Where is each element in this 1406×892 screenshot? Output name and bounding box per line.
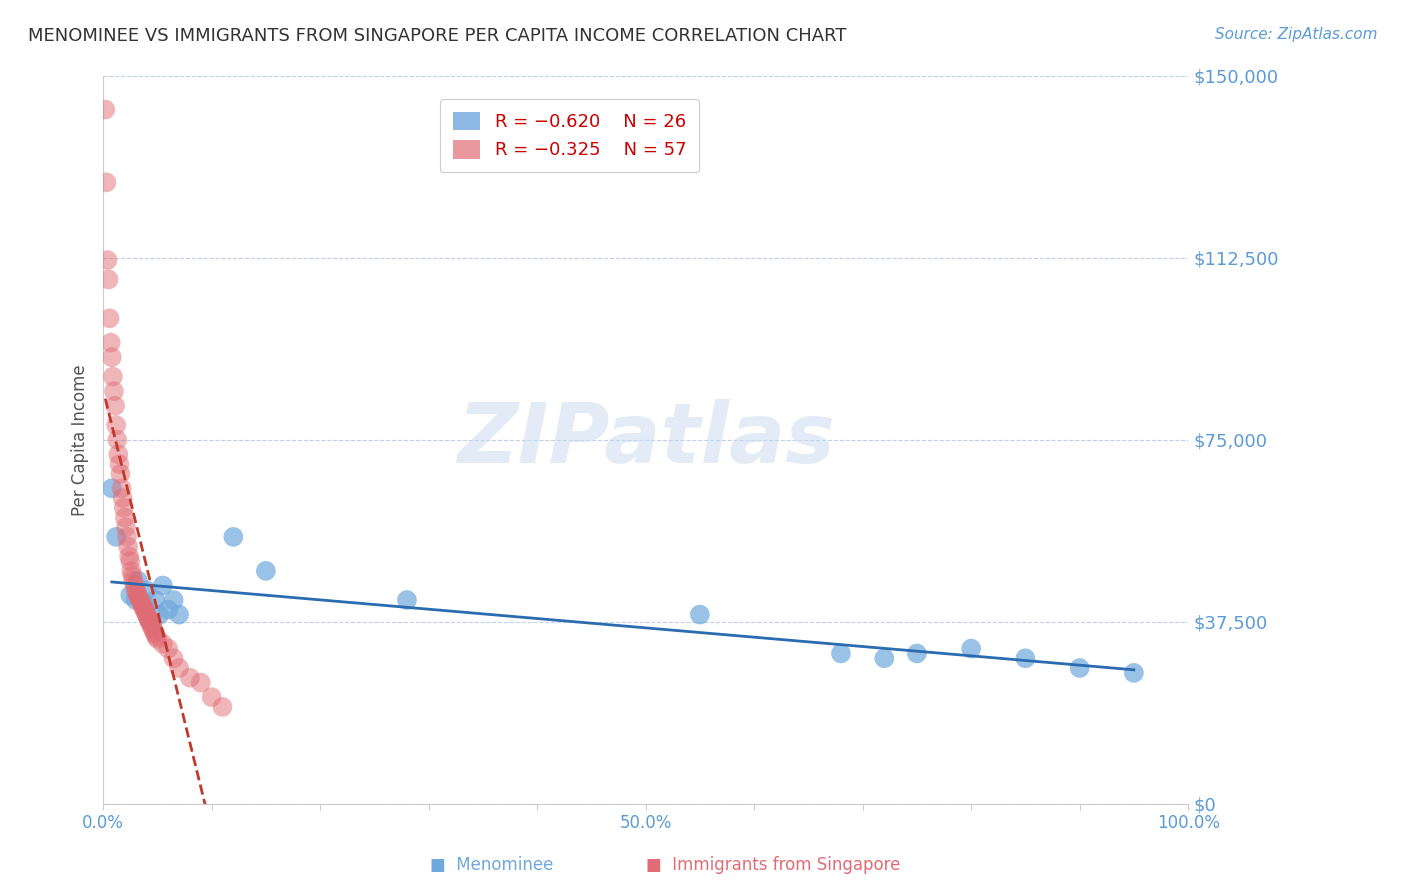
Menominee (395, 593, 418, 607)
Immigrants from Singapore (115, 530, 138, 544)
Immigrants from Singapore (190, 675, 212, 690)
Immigrants from Singapore (104, 399, 127, 413)
Immigrants from Singapore (107, 447, 129, 461)
Immigrants from Singapore (98, 311, 121, 326)
Immigrants from Singapore (145, 629, 167, 643)
Immigrants from Singapore (117, 540, 139, 554)
Menominee (1069, 661, 1091, 675)
Immigrants from Singapore (134, 603, 156, 617)
Immigrants from Singapore (131, 598, 153, 612)
Text: MENOMINEE VS IMMIGRANTS FROM SINGAPORE PER CAPITA INCOME CORRELATION CHART: MENOMINEE VS IMMIGRANTS FROM SINGAPORE P… (28, 27, 846, 45)
Menominee (1014, 651, 1036, 665)
Menominee (157, 603, 180, 617)
Immigrants from Singapore (143, 624, 166, 639)
Immigrants from Singapore (163, 651, 186, 665)
Immigrants from Singapore (115, 520, 138, 534)
Menominee (105, 530, 128, 544)
Menominee (1122, 665, 1144, 680)
Immigrants from Singapore (100, 335, 122, 350)
Menominee (163, 593, 186, 607)
Menominee (905, 647, 928, 661)
Immigrants from Singapore (103, 384, 125, 399)
Immigrants from Singapore (101, 350, 124, 364)
Menominee (254, 564, 277, 578)
Immigrants from Singapore (139, 617, 162, 632)
Immigrants from Singapore (127, 588, 149, 602)
Menominee (152, 578, 174, 592)
Immigrants from Singapore (124, 578, 146, 592)
Immigrants from Singapore (139, 615, 162, 629)
Immigrants from Singapore (101, 369, 124, 384)
Immigrants from Singapore (132, 600, 155, 615)
Immigrants from Singapore (112, 500, 135, 515)
Immigrants from Singapore (142, 622, 165, 636)
Immigrants from Singapore (152, 637, 174, 651)
Immigrants from Singapore (134, 605, 156, 619)
Menominee (873, 651, 896, 665)
Immigrants from Singapore (201, 690, 224, 705)
Immigrants from Singapore (135, 607, 157, 622)
Menominee (125, 593, 148, 607)
Immigrants from Singapore (121, 568, 143, 582)
Immigrants from Singapore (211, 699, 233, 714)
Immigrants from Singapore (146, 632, 169, 646)
Immigrants from Singapore (129, 593, 152, 607)
Immigrants from Singapore (128, 591, 150, 605)
Immigrants from Singapore (96, 175, 118, 189)
Immigrants from Singapore (105, 433, 128, 447)
Immigrants from Singapore (136, 610, 159, 624)
Immigrants from Singapore (120, 564, 142, 578)
Text: ■  Menominee: ■ Menominee (430, 856, 554, 874)
Legend: R = −0.620    N = 26, R = −0.325    N = 57: R = −0.620 N = 26, R = −0.325 N = 57 (440, 99, 699, 172)
Menominee (222, 530, 245, 544)
Menominee (120, 588, 142, 602)
Menominee (127, 574, 149, 588)
Immigrants from Singapore (96, 253, 118, 268)
Immigrants from Singapore (141, 620, 163, 634)
Menominee (960, 641, 983, 656)
Text: Source: ZipAtlas.com: Source: ZipAtlas.com (1215, 27, 1378, 42)
Immigrants from Singapore (111, 491, 134, 505)
Menominee (101, 481, 124, 495)
Immigrants from Singapore (120, 554, 142, 568)
Menominee (830, 647, 852, 661)
Immigrants from Singapore (129, 595, 152, 609)
Immigrants from Singapore (167, 661, 190, 675)
Immigrants from Singapore (105, 418, 128, 433)
Menominee (134, 598, 156, 612)
Immigrants from Singapore (157, 641, 180, 656)
Immigrants from Singapore (125, 583, 148, 598)
Immigrants from Singapore (179, 671, 201, 685)
Immigrants from Singapore (108, 457, 131, 471)
Menominee (135, 583, 157, 598)
Text: ZIPatlas: ZIPatlas (457, 400, 835, 480)
Immigrants from Singapore (94, 103, 117, 117)
Text: ■  Immigrants from Singapore: ■ Immigrants from Singapore (647, 856, 900, 874)
Menominee (689, 607, 711, 622)
Menominee (141, 617, 163, 632)
Immigrants from Singapore (125, 585, 148, 599)
Immigrants from Singapore (114, 510, 136, 524)
Immigrants from Singapore (143, 627, 166, 641)
Immigrants from Singapore (110, 467, 132, 481)
Immigrants from Singapore (110, 481, 132, 495)
Immigrants from Singapore (122, 574, 145, 588)
Menominee (143, 593, 166, 607)
Y-axis label: Per Capita Income: Per Capita Income (72, 364, 89, 516)
Menominee (138, 612, 160, 626)
Menominee (148, 607, 170, 622)
Immigrants from Singapore (138, 612, 160, 626)
Immigrants from Singapore (97, 272, 120, 286)
Immigrants from Singapore (118, 549, 141, 564)
Menominee (167, 607, 190, 622)
